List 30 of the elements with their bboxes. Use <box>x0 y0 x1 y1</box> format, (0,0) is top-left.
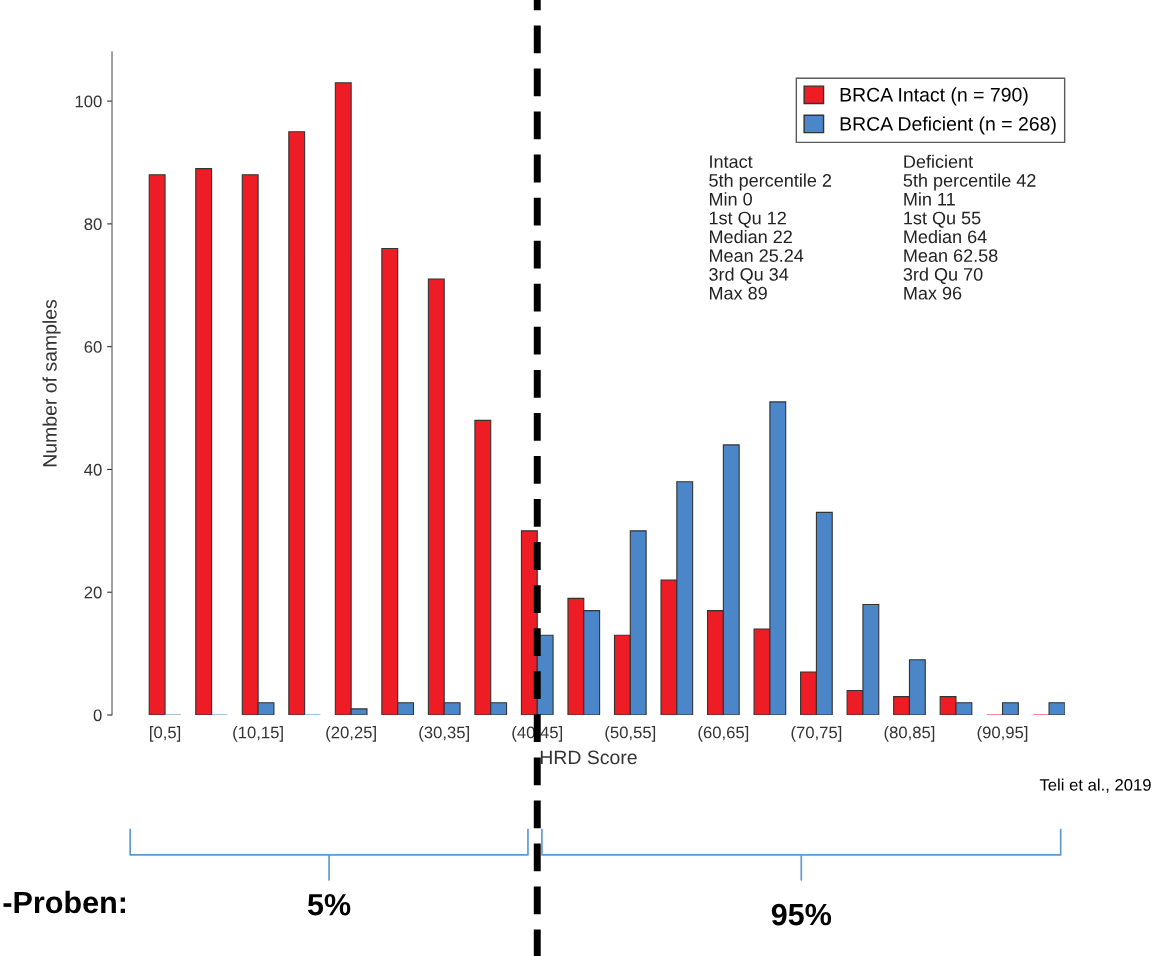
legend-label: BRCA Deficient (n = 268) <box>840 116 1056 135</box>
y-tick-label: 40 <box>84 463 102 476</box>
y-tick-label: 80 <box>84 218 102 231</box>
text: 95% <box>771 903 832 926</box>
y-tick-label: 0 <box>93 709 102 722</box>
x-tick-label: (70,75] <box>791 726 842 742</box>
x-tick-label: (10,15] <box>233 726 283 742</box>
bar <box>195 168 213 715</box>
x-axis-title: HRD Score <box>540 750 637 765</box>
bar <box>288 131 306 715</box>
y-tick-label: 20 <box>84 586 102 599</box>
x-tick-label: (20,25] <box>326 726 376 742</box>
bar <box>1048 702 1065 715</box>
x-tick-label: (80,85] <box>884 726 935 742</box>
text: Teli et al., 2019 <box>1039 778 1151 793</box>
annotation: Intact 5th percentile 2 Min 0 1st Qu 12 Median 22 Mean 25.24 3rd Qu 34 Max 89 <box>709 155 832 300</box>
y-tick-label: 60 <box>84 341 102 353</box>
text: 5% <box>307 893 351 916</box>
annotation: Deficient 5th percentile 42 Min 11 1st Qu 55 Median 64 Mean 62.58 3rd Qu 70 Max 96 <box>903 154 1036 300</box>
text: -Proben: <box>3 890 125 914</box>
x-tick-label: (30,35] <box>419 726 469 742</box>
legend-label: BRCA Intact (n = 790) <box>840 87 1028 106</box>
bar <box>148 174 166 715</box>
bar <box>1001 702 1019 715</box>
x-tick-label: [0,5] <box>150 726 181 742</box>
y-axis-title: Number of samples <box>42 299 61 467</box>
x-tick-label: (60,65] <box>698 726 749 742</box>
y-tick-label: 100 <box>75 95 102 108</box>
x-tick-label: (50,55] <box>605 726 656 742</box>
x-tick-label: (90,95] <box>977 726 1028 742</box>
